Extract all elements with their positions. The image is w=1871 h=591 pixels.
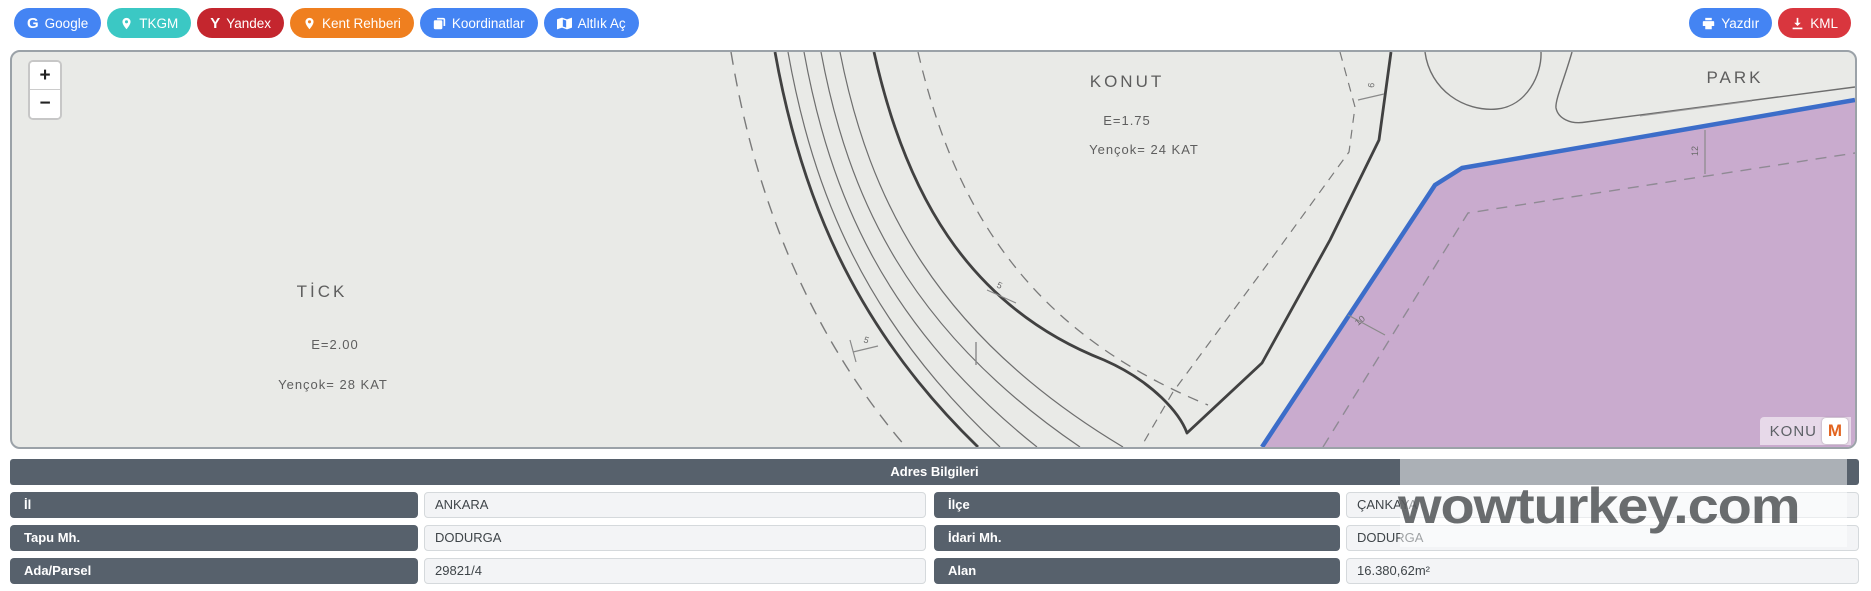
park-edge-line (1555, 52, 1855, 124)
kent-rehberi-button[interactable]: Kent Rehberi (290, 8, 414, 38)
dimension-tick (849, 339, 879, 363)
zone-label-tick-far: E=2.00 (311, 337, 359, 352)
park-edge-faint-line (1639, 100, 1753, 117)
zone-label-konut: KONUT (1089, 72, 1165, 91)
button-label: Altlık Aç (577, 15, 626, 31)
parcel-polygon (1262, 100, 1855, 447)
dimension-tick (1347, 314, 1386, 336)
button-label: Kent Rehberi (322, 15, 401, 31)
map-pin-icon (303, 17, 316, 30)
setback-dashed-line (1322, 152, 1855, 447)
top-toolbar: G Google TKGM Y Yandex Kent Rehberi Koor… (0, 0, 1871, 48)
kml-button[interactable]: KML (1778, 8, 1851, 38)
value-ada-parsel: 29821/4 (424, 558, 926, 584)
folded-map-icon (556, 17, 572, 30)
watermark-backdrop (1400, 458, 1847, 547)
culdesac-curve (1424, 52, 1542, 110)
button-label: Google (44, 15, 89, 31)
dimension-label: 12 (1690, 146, 1700, 156)
label-il: İl (10, 492, 418, 518)
zoning-plan-drawing: 12 10 5 5 6 (730, 52, 1855, 447)
zoom-out-button[interactable]: − (30, 90, 60, 118)
toolbar-left-group: G Google TKGM Y Yandex Kent Rehberi Koor… (14, 8, 639, 38)
label-alan: Alan (934, 558, 1340, 584)
map-pin-icon (120, 17, 133, 30)
value-alan: 16.380,62m² (1346, 558, 1859, 584)
zone-label-konut-height: Yençok= 24 KAT (1089, 142, 1199, 157)
zone-label-tick-height: Yençok= 28 KAT (278, 377, 388, 392)
button-label: Yazdır (1721, 15, 1760, 31)
road-arc-thick-2 (872, 52, 1393, 435)
label-ada-parsel: Ada/Parsel (10, 558, 418, 584)
zoom-in-button[interactable]: + (30, 62, 60, 90)
dimension-label: 10 (1353, 313, 1367, 327)
altlik-ac-button[interactable]: Altlık Aç (543, 8, 639, 38)
road-arc-thick-1 (773, 52, 979, 447)
road-arc-dashed-outer (730, 52, 907, 447)
road-arc-dashed-inner (917, 52, 1209, 406)
map-zoom-control: + − (28, 60, 62, 120)
download-icon (1791, 17, 1804, 30)
konum-logo-icon[interactable]: M (1822, 418, 1848, 444)
printer-icon (1702, 17, 1715, 30)
road-arc-thin (820, 52, 1081, 447)
button-label: Yandex (226, 15, 272, 31)
road-arc-thin (803, 52, 1038, 447)
tkgm-button[interactable]: TKGM (107, 8, 192, 38)
zone-label-park: PARK (1706, 68, 1764, 87)
yandex-button[interactable]: Y Yandex (197, 8, 285, 38)
button-label: TKGM (139, 15, 179, 31)
zone-label-tick: TİCK (296, 282, 348, 301)
yazdir-button[interactable]: Yazdır (1689, 8, 1773, 38)
watermark-text: wowturkey.com (1398, 478, 1801, 534)
zone-label-konut-far: E=1.75 (1103, 113, 1151, 128)
value-tapu-mh: DODURGA (424, 525, 926, 551)
toolbar-right-group: Yazdır KML (1689, 8, 1851, 38)
copy-icon (433, 17, 446, 30)
label-idari-mh: İdari Mh. (934, 525, 1340, 551)
button-label: KML (1810, 15, 1838, 31)
dimension-label: 5 (995, 280, 1004, 291)
google-g-icon: G (27, 14, 39, 32)
dimension-tick (1357, 93, 1385, 101)
dimension-label: 5 (862, 334, 870, 345)
road-arc-thin (787, 52, 1001, 447)
attribution-text: KONU (1769, 422, 1817, 440)
road-arc-thin (839, 52, 1124, 447)
yandex-y-icon: Y (210, 14, 221, 32)
dimension-label: 6 (1366, 82, 1376, 88)
value-il: ANKARA (424, 492, 926, 518)
map-attribution: KONU M (1759, 417, 1851, 445)
button-label: Koordinatlar (451, 15, 525, 31)
label-ilce: İlçe (934, 492, 1340, 518)
google-button[interactable]: G Google (14, 8, 102, 38)
parcel-boundary-line (1260, 97, 1855, 447)
map-canvas[interactable]: 12 10 5 5 6 KONUT E=1.75 Yençok= 24 KAT … (10, 50, 1857, 449)
dimension-tick (986, 289, 1017, 304)
koordinatlar-button[interactable]: Koordinatlar (419, 8, 538, 38)
label-tapu-mh: Tapu Mh. (10, 525, 418, 551)
